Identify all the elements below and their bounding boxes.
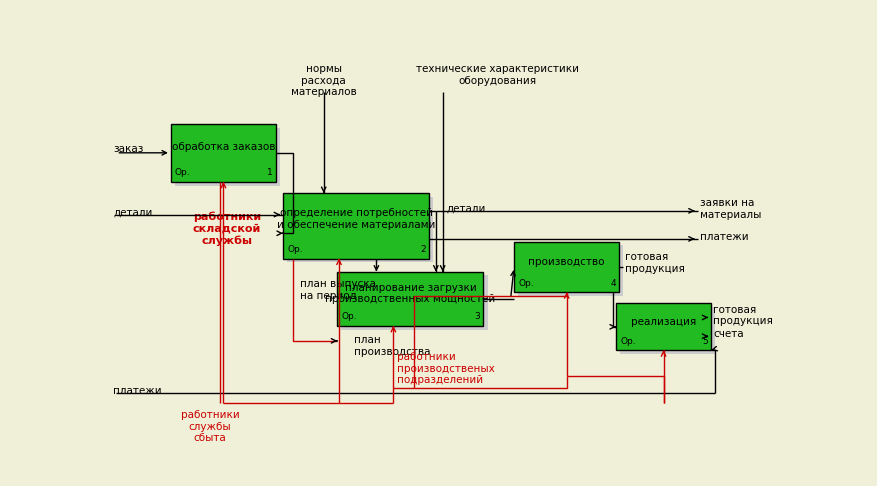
Text: Ор.: Ор. — [287, 245, 303, 254]
Text: определение потребностей
и обеспечение материалами: определение потребностей и обеспечение м… — [277, 208, 435, 230]
Bar — [341, 276, 488, 330]
Text: заявки на
материалы: заявки на материалы — [700, 198, 761, 220]
Bar — [620, 307, 716, 354]
Text: работники
производственых
подразделений: работники производственых подразделений — [396, 352, 495, 385]
Bar — [283, 193, 429, 259]
Text: готовая
продукция: готовая продукция — [624, 252, 685, 274]
Bar — [518, 245, 624, 296]
Text: счета: счета — [713, 330, 744, 339]
Text: 4: 4 — [610, 278, 616, 288]
Text: Ор.: Ор. — [518, 278, 534, 288]
Text: детали: детали — [113, 208, 153, 218]
Text: производство: производство — [529, 257, 605, 267]
Text: нормы
расхода
материалов: нормы расхода материалов — [291, 64, 357, 97]
Text: планирование загрузки
производственных мощностей: планирование загрузки производственных м… — [325, 282, 496, 304]
Text: 2: 2 — [420, 245, 425, 254]
Text: план
производства: план производства — [354, 335, 431, 357]
Text: работники
службы
сбыта: работники службы сбыта — [181, 410, 239, 443]
Text: детали: детали — [446, 204, 486, 214]
Text: технические характеристики
оборудования: технические характеристики оборудования — [416, 64, 579, 86]
Text: платежи: платежи — [113, 386, 161, 397]
Bar — [514, 242, 619, 292]
Bar — [171, 124, 276, 182]
Text: готовая
продукция: готовая продукция — [713, 305, 773, 327]
Text: план выпуска
на период: план выпуска на период — [300, 279, 376, 301]
Bar — [287, 197, 433, 262]
Text: реализация: реализация — [631, 317, 696, 327]
Text: 5: 5 — [702, 337, 708, 346]
Text: заказ: заказ — [113, 144, 144, 154]
Bar — [175, 127, 281, 186]
Text: обработка заказов: обработка заказов — [172, 142, 275, 152]
Text: Ор.: Ор. — [341, 312, 357, 321]
Bar — [616, 303, 711, 350]
Text: работники
складской
службы: работники складской службы — [193, 212, 261, 246]
Bar — [338, 272, 483, 326]
Text: 1: 1 — [267, 168, 273, 177]
Text: Ор.: Ор. — [620, 337, 636, 346]
Text: платежи: платежи — [700, 232, 748, 242]
Text: 3: 3 — [474, 312, 480, 321]
Text: Ор.: Ор. — [175, 168, 190, 177]
